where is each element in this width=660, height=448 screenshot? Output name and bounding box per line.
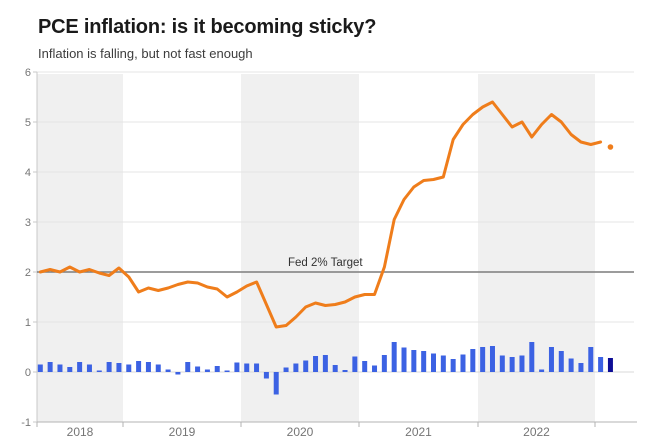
mom-bar — [332, 365, 338, 372]
mom-bar — [381, 355, 387, 372]
mom-bar — [86, 364, 92, 372]
chart-subtitle: Inflation is falling, but not fast enoug… — [38, 46, 253, 61]
mom-bar — [509, 357, 515, 372]
mom-bar — [421, 351, 427, 372]
mom-bar — [67, 367, 73, 372]
mom-bar — [283, 367, 289, 372]
mom-bar — [57, 364, 63, 372]
x-axis-label: 2019 — [169, 425, 196, 439]
mom-bar — [195, 366, 201, 372]
mom-bar — [224, 370, 230, 372]
mom-bar — [244, 363, 250, 372]
y-axis-label: 6 — [25, 67, 31, 79]
mom-bar — [598, 357, 604, 372]
chart-title: PCE inflation: is it becoming sticky? — [38, 16, 377, 38]
mom-bar — [470, 349, 476, 372]
y-axis-label: 0 — [25, 367, 31, 379]
mom-bar — [136, 361, 142, 372]
mom-bar — [303, 360, 309, 372]
mom-bar — [293, 363, 299, 372]
mom-bar — [106, 362, 112, 372]
mom-bar — [391, 342, 397, 372]
y-axis-label: -1 — [21, 417, 31, 429]
mom-bar — [204, 369, 210, 372]
mom-bar — [96, 370, 102, 372]
pce-yoy-line — [38, 100, 603, 329]
mom-bar — [145, 362, 151, 372]
mom-bar — [313, 356, 319, 372]
mom-bar — [539, 369, 545, 372]
year-shading-band — [241, 74, 359, 422]
mom-bar — [529, 342, 535, 372]
mom-bar — [362, 361, 368, 372]
mom-bar — [411, 350, 417, 372]
mom-bar — [342, 370, 348, 372]
fed-target-label: Fed 2% Target — [288, 257, 363, 269]
y-axis-label: 5 — [25, 117, 31, 129]
mom-bar — [47, 362, 53, 372]
year-shading-band — [478, 74, 595, 422]
mom-bar — [460, 354, 466, 372]
mom-bar — [578, 363, 584, 372]
mom-bar — [155, 364, 161, 372]
y-axis-label: 3 — [25, 217, 31, 229]
x-axis-label: 2018 — [67, 425, 94, 439]
mom-bar — [548, 347, 554, 372]
mom-bar — [165, 369, 171, 372]
x-axis-label: 2022 — [523, 425, 550, 439]
mom-bar — [499, 355, 505, 372]
y-axis-label: 2 — [25, 267, 31, 279]
mom-bar — [254, 363, 260, 372]
x-axis-label: 2020 — [287, 425, 314, 439]
x-axis-label: 2021 — [405, 425, 432, 439]
mom-bar — [440, 355, 446, 372]
mom-bar — [568, 358, 574, 372]
mom-bar — [401, 347, 407, 372]
mom-bar — [116, 363, 122, 372]
mom-bar — [489, 346, 495, 372]
mom-bar — [77, 362, 83, 372]
y-axis-label: 1 — [25, 317, 31, 329]
mom-bar — [372, 365, 378, 372]
mom-bar — [450, 359, 456, 372]
mom-bar — [175, 372, 181, 375]
y-axis-label: 4 — [25, 167, 31, 179]
mom-bar — [352, 356, 358, 372]
latest-point-dot — [607, 144, 614, 150]
mom-bar — [519, 355, 525, 372]
mom-bar-latest-highlight — [607, 358, 613, 372]
mom-bar — [263, 372, 269, 379]
mom-bar — [588, 347, 594, 372]
mom-bar — [234, 362, 240, 372]
mom-bar — [126, 364, 132, 372]
mom-bar — [185, 362, 191, 372]
mom-bar — [273, 372, 279, 395]
mom-bar — [37, 364, 43, 372]
mom-bar — [480, 347, 486, 372]
mom-bar — [214, 366, 220, 372]
mom-bar — [431, 353, 436, 372]
mom-bar — [558, 351, 564, 372]
mom-bar — [322, 355, 328, 372]
